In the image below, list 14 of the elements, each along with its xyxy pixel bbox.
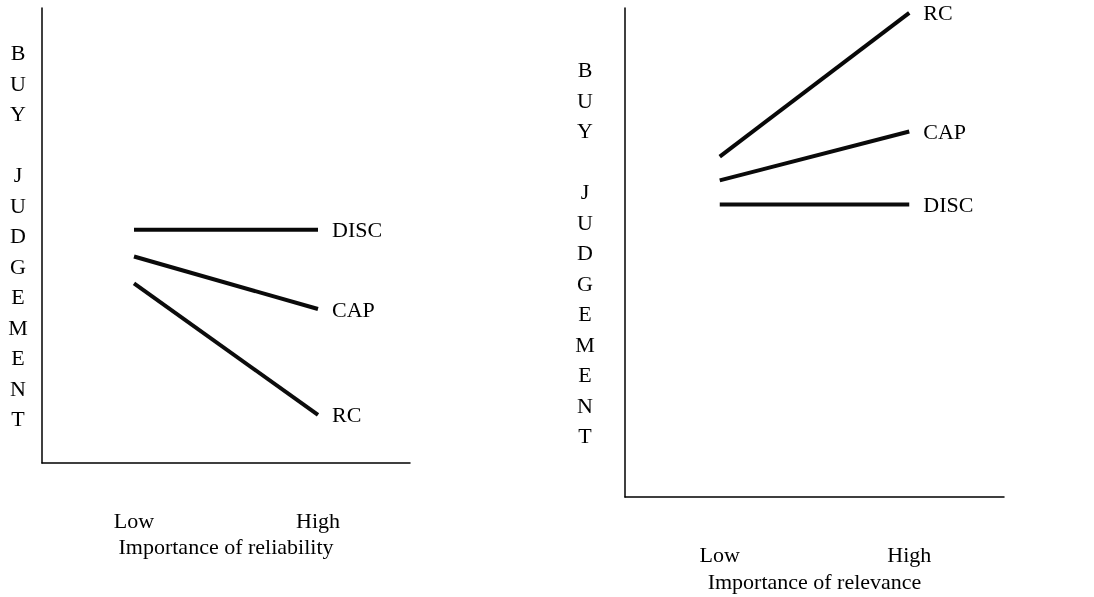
x-axis-title: Importance of relevance [707, 568, 922, 594]
series-label: CAP [332, 296, 375, 322]
x-tick-label: Low [113, 507, 155, 533]
series-label: RC [923, 0, 953, 26]
x-tick-label: High [887, 541, 932, 567]
x-tick-label: Low [699, 541, 741, 567]
text: BUY JUDGEMENT [575, 57, 595, 449]
series-label: RC [332, 402, 362, 428]
series-label: CAP [923, 118, 967, 144]
text: BUY JUDGEMENT [8, 40, 28, 431]
series-label: DISC [923, 192, 974, 218]
series-label: DISC [332, 217, 383, 243]
x-axis-title: Importance of reliability [118, 534, 334, 560]
x-tick-label: High [296, 507, 340, 533]
